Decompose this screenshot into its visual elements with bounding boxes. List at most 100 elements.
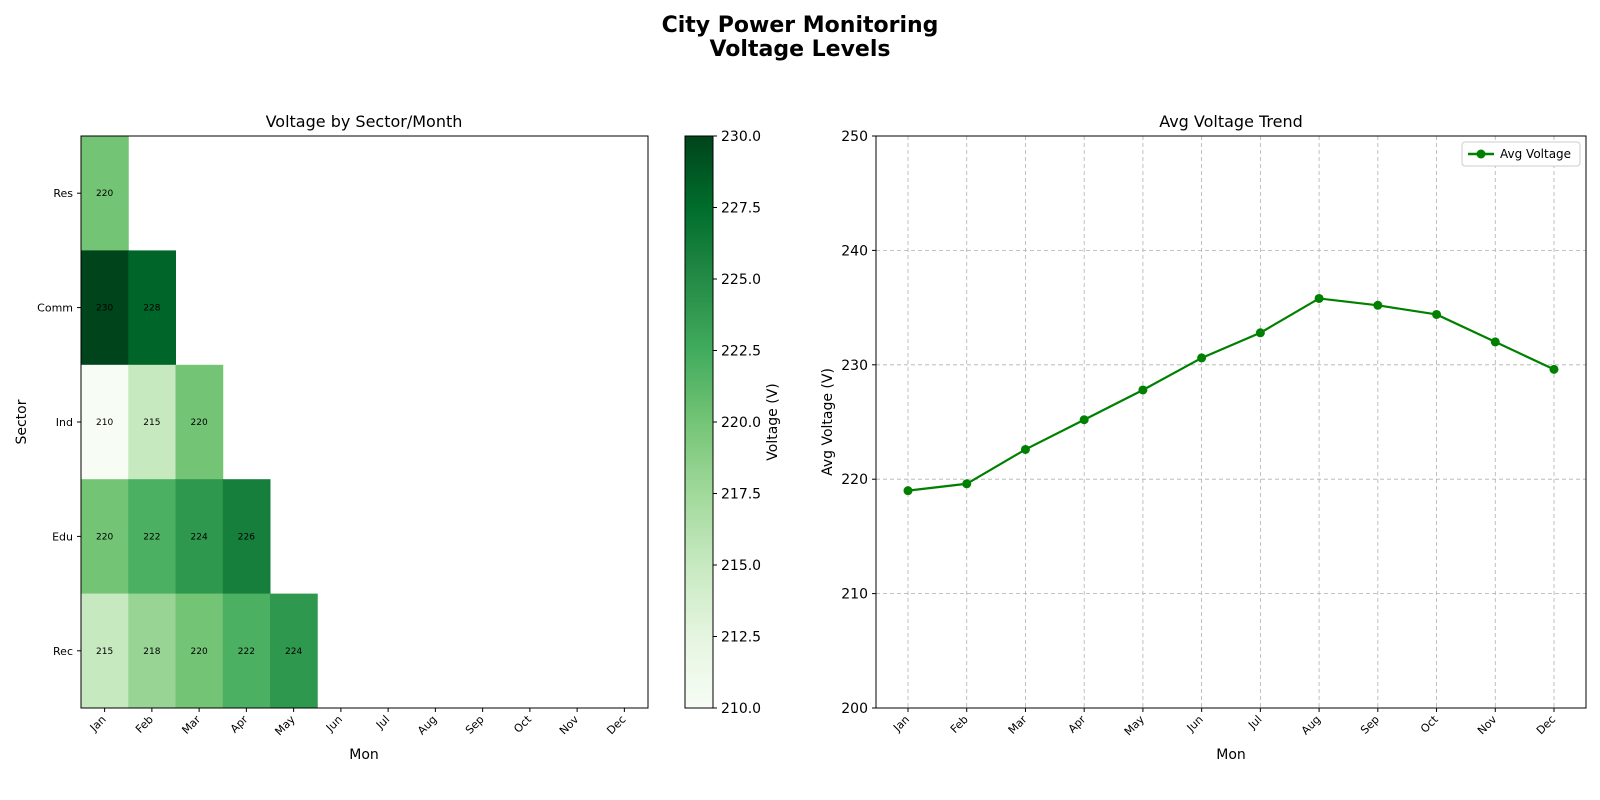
line-x-tick-label: Dec [1534, 713, 1558, 737]
heatmap-cell-value: 218 [143, 647, 160, 657]
heatmap-x-axis-label: Mon [349, 747, 379, 763]
series-point [1138, 385, 1148, 395]
line-x-tick-label: Oct [1418, 712, 1441, 735]
heatmap-x-tick-label: Dec [604, 713, 628, 737]
line-x-tick-label: Jul [1245, 713, 1264, 732]
heatmap-x-tick-label: Apr [228, 713, 251, 736]
line-y-tick-label: 220 [841, 472, 868, 488]
heatmap-x-tick-label: Oct [511, 712, 534, 735]
heatmap-cell-value: 222 [143, 532, 160, 542]
colorbar: 210.0 212.5 215.0 217.5 220.0 222.5 225.0 227.5… [684, 129, 781, 717]
colorbar-gradient [684, 135, 714, 709]
line-x-tick-label: Nov [1475, 713, 1500, 738]
heatmap-cell-value: 228 [143, 304, 160, 314]
colorbar-tick-label: 227.5 [721, 201, 761, 217]
line-x-tick-label: Apr [1066, 713, 1089, 736]
colorbar-tick-label: 210.0 [721, 701, 761, 717]
line-x-tick-label: Mar [1006, 713, 1030, 737]
series-point [1020, 444, 1030, 454]
line-x-tick-label: May [1122, 713, 1148, 739]
heatmap-y-tick-label: Ind [56, 416, 73, 429]
heatmap-y-tick-label: Rec [53, 645, 73, 658]
legend-label: Avg Voltage [1500, 147, 1571, 161]
line-chart-frame [875, 135, 1587, 709]
line-y-tick-label: 240 [841, 243, 868, 259]
series-point [903, 486, 913, 496]
line-x-tick-label: Sep [1358, 713, 1382, 737]
heatmap-cell [128, 364, 176, 480]
heatmap-x-tick-label: Sep [463, 713, 487, 737]
colorbar-label: Voltage (V) [765, 383, 781, 460]
line-chart-x-axis-label: Mon [1216, 747, 1246, 763]
heatmap-x-tick-label: May [272, 713, 298, 739]
heatmap-y-tick-label: Edu [52, 530, 73, 543]
colorbar-tick-label: 217.5 [721, 487, 761, 503]
heatmap-x-tick-label: Jul [373, 713, 392, 732]
line-chart-y-ticks: 200 210 220 230 240 250 [841, 129, 876, 717]
heatmap-x-tick-label: Jun [323, 713, 345, 735]
heatmap-cell [128, 250, 176, 366]
heatmap-x-tick-label: Feb [133, 713, 156, 736]
line-x-tick-label: Jan [890, 713, 912, 735]
heatmap-y-ticks: Res Comm Ind Edu Rec [37, 187, 81, 658]
line-chart-grid [876, 135, 1586, 709]
figure-title-line1: City Power Monitoring [662, 13, 939, 38]
line-y-tick-label: 200 [841, 701, 868, 717]
heatmap-cell-value: 220 [191, 418, 208, 428]
heatmap-cell [81, 593, 129, 709]
heatmap-cell-value: 215 [143, 418, 160, 428]
line-x-tick-label: Aug [1299, 713, 1323, 737]
heatmap-cell-value: 226 [238, 532, 255, 542]
line-chart-y-axis-label: Avg Voltage (V) [820, 368, 836, 476]
heatmap-cell [175, 479, 224, 595]
heatmap-y-tick-label: Res [53, 187, 73, 200]
heatmap-cell [175, 593, 224, 709]
heatmap-cell-value: 215 [96, 647, 113, 657]
colorbar-tick-label: 230.0 [721, 129, 761, 145]
line-y-tick-label: 250 [841, 129, 868, 145]
colorbar-ticks: 210.0 212.5 215.0 217.5 220.0 222.5 225.0 227.5… [713, 129, 761, 717]
line-chart: Avg Voltage Trend Jan Feb Mar Apr May Jun Jul A… [820, 112, 1587, 763]
heatmap-cell [270, 593, 318, 709]
line-chart-title: Avg Voltage Trend [1159, 112, 1303, 131]
colorbar-tick-label: 220.0 [721, 415, 761, 431]
heatmap-title: Voltage by Sector/Month [266, 112, 463, 131]
heatmap-cells: 220 230 228 210 215 220 220 222 224 226 215 218 220 2… [81, 136, 318, 709]
heatmap-cell-value: 220 [191, 647, 208, 657]
heatmap-x-tick-label: Jan [87, 713, 109, 735]
line-chart-series [903, 293, 1559, 496]
series-point [1197, 353, 1207, 363]
heatmap-cell [222, 593, 271, 709]
heatmap-cell [128, 479, 176, 595]
series-point [1432, 309, 1442, 319]
heatmap-cell [128, 593, 176, 709]
heatmap-x-ticks: Jan Feb Mar Apr May Jun Jul Aug Sep Oct Nov Dec [87, 708, 628, 739]
heatmap-cell [81, 136, 129, 251]
series-point [1255, 328, 1265, 338]
line-chart-x-ticks: Jan Feb Mar Apr May Jun Jul Aug Sep Oct Nov Dec [890, 708, 1558, 738]
heatmap-cell [81, 364, 129, 480]
heatmap-cell-value: 230 [96, 304, 113, 314]
series-point [1079, 415, 1089, 425]
heatmap-x-tick-label: Nov [557, 713, 582, 738]
heatmap-x-tick-label: Aug [415, 713, 439, 737]
heatmap-cell [222, 479, 271, 595]
heatmap-cell-value: 220 [96, 532, 113, 542]
heatmap-cell-value: 220 [96, 189, 113, 199]
series-point [1314, 293, 1324, 303]
line-chart-legend: Avg Voltage [1461, 141, 1581, 167]
heatmap-cell-value: 224 [285, 647, 302, 657]
heatmap-cell-value: 222 [238, 647, 255, 657]
colorbar-tick-label: 215.0 [721, 558, 761, 574]
heatmap-cell [81, 479, 129, 595]
heatmap-cell [175, 364, 224, 480]
heatmap-cell-value: 210 [96, 418, 113, 428]
heatmap-x-tick-label: Mar [179, 713, 203, 737]
colorbar-tick-label: 212.5 [721, 630, 761, 646]
series-point [1549, 364, 1559, 374]
heatmap-y-tick-label: Comm [37, 302, 73, 315]
heatmap-cell-value: 224 [191, 532, 208, 542]
heatmap-cell [81, 250, 129, 366]
